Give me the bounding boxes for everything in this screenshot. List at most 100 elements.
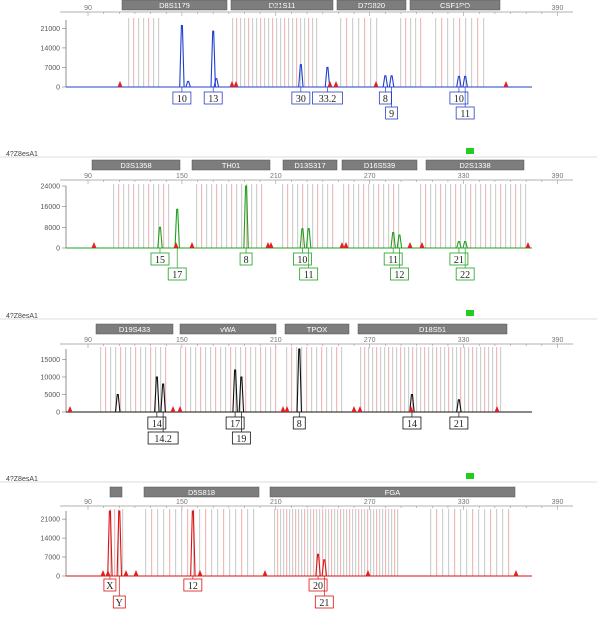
allele-call-box[interactable] — [383, 252, 403, 266]
allele-bin — [352, 18, 354, 87]
peak — [298, 64, 304, 88]
allele-bin — [157, 509, 159, 576]
peak — [179, 25, 185, 88]
allele-call-box[interactable] — [390, 267, 409, 281]
allele-call-box[interactable] — [103, 578, 117, 592]
marker-box[interactable] — [179, 323, 277, 335]
marker-box[interactable] — [121, 0, 228, 11]
size-standard-marker — [339, 242, 345, 248]
allele-call-box[interactable] — [292, 416, 306, 430]
allele-call-box[interactable] — [385, 106, 399, 120]
dye-indicator — [466, 148, 474, 154]
x-tick-label: 210 — [270, 499, 282, 506]
allele-call-box[interactable] — [312, 91, 343, 105]
marker-box[interactable] — [109, 486, 123, 498]
allele-label: 20 — [313, 581, 323, 592]
allele-bin — [398, 184, 400, 248]
allele-bin — [470, 184, 472, 248]
peak — [210, 30, 216, 88]
allele-bin — [420, 347, 422, 412]
allele-call-box[interactable] — [112, 595, 126, 609]
marker-box[interactable] — [230, 0, 334, 11]
allele-bin — [287, 184, 289, 248]
allele-bin — [348, 184, 350, 248]
allele-bin — [150, 347, 152, 412]
allele-bin — [158, 18, 160, 87]
allele-call-box[interactable] — [308, 578, 328, 592]
allele-bin — [133, 18, 135, 87]
peak — [299, 228, 306, 249]
allele-bin — [143, 18, 145, 87]
allele-bin — [466, 509, 468, 576]
size-standard-marker — [91, 242, 97, 248]
marker-box[interactable] — [91, 159, 181, 171]
marker-box[interactable] — [425, 159, 525, 171]
allele-call-box[interactable] — [299, 267, 319, 281]
allele-bin — [205, 347, 207, 412]
allele-call-box[interactable] — [147, 416, 167, 430]
allele-call-box[interactable] — [147, 431, 179, 445]
marker-box[interactable] — [284, 323, 350, 335]
allele-call-box[interactable] — [172, 91, 192, 105]
allele-bin — [400, 347, 402, 412]
y-tick-label: 14000 — [41, 45, 61, 52]
allele-call-box[interactable] — [402, 416, 422, 430]
marker-box[interactable] — [143, 486, 260, 498]
marker-box[interactable] — [269, 486, 516, 498]
allele-call-box[interactable] — [231, 431, 251, 445]
allele-call-box[interactable] — [167, 267, 187, 281]
marker-box[interactable] — [357, 323, 508, 335]
allele-call-box[interactable] — [225, 416, 245, 430]
allele-call-box[interactable] — [183, 578, 203, 592]
allele-call-box[interactable] — [455, 106, 475, 120]
allele-call-box[interactable] — [449, 252, 469, 266]
allele-call-box[interactable] — [239, 252, 253, 266]
marker-box[interactable] — [409, 0, 501, 11]
allele-bin — [378, 184, 380, 248]
allele-call-box[interactable] — [314, 595, 334, 609]
marker-box[interactable] — [282, 159, 338, 171]
allele-call-box[interactable] — [203, 91, 223, 105]
allele-call-box[interactable] — [150, 252, 170, 266]
peak — [174, 208, 180, 249]
allele-bin — [500, 347, 502, 412]
marker-label: CSF1PO — [440, 1, 470, 10]
allele-bin — [236, 18, 238, 87]
allele-bin — [358, 184, 360, 248]
peak — [324, 66, 331, 88]
allele-bin — [100, 347, 102, 412]
marker-label: vWA — [220, 325, 236, 334]
allele-call-box[interactable] — [291, 91, 311, 105]
allele-label: 14.2 — [154, 434, 172, 445]
allele-bin — [424, 347, 426, 412]
size-standard-marker — [503, 81, 509, 87]
allele-bin — [165, 347, 167, 412]
marker-box[interactable] — [191, 159, 271, 171]
allele-bin — [384, 347, 386, 412]
allele-bin — [140, 347, 142, 412]
marker-box[interactable] — [336, 0, 407, 11]
allele-call-box[interactable] — [449, 416, 469, 430]
allele-bin — [436, 509, 438, 576]
allele-bin — [288, 18, 290, 87]
allele-bin — [110, 509, 112, 576]
allele-bin — [490, 184, 492, 248]
marker-box[interactable] — [341, 159, 418, 171]
allele-bin — [465, 18, 467, 87]
allele-bin — [456, 347, 458, 412]
allele-bin — [376, 18, 378, 87]
marker-box[interactable] — [95, 323, 174, 335]
allele-bin — [388, 184, 390, 248]
size-standard-marker — [173, 242, 179, 248]
size-standard-marker — [373, 81, 379, 87]
allele-bin — [454, 509, 456, 576]
allele-bin — [343, 509, 345, 576]
peak — [388, 75, 395, 88]
allele-call-box[interactable] — [449, 91, 469, 105]
peak — [185, 80, 191, 88]
allele-call-box[interactable] — [455, 267, 475, 281]
allele-bin — [363, 184, 365, 248]
allele-bin — [468, 347, 470, 412]
allele-call-box[interactable] — [293, 252, 312, 266]
